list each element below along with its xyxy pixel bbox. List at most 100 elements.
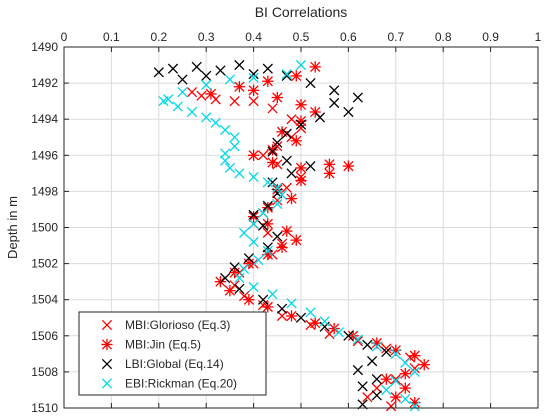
- data-series-layer: [153, 59, 430, 412]
- data-point: [267, 289, 278, 300]
- legend-label: LBI:Global (Eq.14): [125, 357, 224, 371]
- legend-label: EBI:Rickman (Eq.20): [125, 377, 237, 391]
- data-point: [281, 128, 292, 139]
- data-point: [357, 381, 368, 392]
- data-point: [290, 70, 302, 82]
- data-point: [215, 65, 226, 76]
- y-tick-label: 1496: [31, 148, 58, 162]
- data-point: [234, 168, 245, 179]
- data-point: [281, 182, 292, 193]
- data-point: [201, 79, 212, 91]
- data-point: [366, 355, 378, 367]
- data-point: [295, 59, 307, 71]
- data-point: [352, 364, 363, 376]
- data-point: [266, 144, 279, 156]
- y-tick-label: 1498: [31, 184, 58, 198]
- data-point: [305, 77, 316, 89]
- y-tick-label: 1502: [31, 257, 58, 271]
- y-tick-label: 1506: [31, 329, 58, 343]
- chart-title: BI Correlations: [255, 4, 348, 20]
- x-tick-label: 0.7: [387, 30, 404, 44]
- data-point: [262, 301, 274, 313]
- x-tick-label: 0: [61, 30, 68, 44]
- data-point: [267, 103, 278, 114]
- data-point: [186, 87, 198, 98]
- y-tick-label: 1504: [31, 293, 58, 307]
- x-tick-label: 0.1: [103, 30, 120, 44]
- data-point: [272, 137, 283, 148]
- data-point: [224, 74, 236, 85]
- data-point: [239, 227, 250, 239]
- data-point: [343, 330, 354, 341]
- data-point: [409, 363, 420, 374]
- data-point: [257, 294, 269, 305]
- data-point: [248, 236, 259, 248]
- data-point: [281, 225, 293, 237]
- data-point: [390, 375, 401, 387]
- data-point: [271, 91, 283, 104]
- data-point: [177, 74, 188, 85]
- data-point: [239, 290, 250, 302]
- x-tick-label: 0.9: [482, 30, 499, 44]
- data-point: [153, 67, 164, 78]
- x-tick-label: 0.2: [150, 30, 167, 44]
- data-point: [285, 192, 298, 205]
- data-point: [309, 61, 321, 73]
- y-tick-label: 1490: [31, 40, 58, 54]
- data-point: [186, 106, 198, 118]
- data-point: [257, 220, 269, 231]
- data-point: [290, 234, 302, 246]
- legend-marker: [101, 319, 113, 331]
- data-point: [210, 117, 221, 128]
- data-point: [281, 70, 292, 81]
- data-point: [352, 92, 363, 103]
- data-point: [371, 390, 382, 401]
- data-point: [385, 401, 397, 412]
- data-point: [362, 339, 373, 350]
- data-point: [243, 294, 255, 306]
- data-point: [163, 94, 174, 105]
- data-point: [399, 382, 411, 394]
- data-point: [276, 310, 288, 322]
- data-point: [285, 310, 298, 322]
- data-point: [295, 312, 307, 323]
- data-point: [371, 341, 382, 352]
- data-point: [229, 96, 240, 107]
- y-tick-label: 1510: [31, 401, 58, 415]
- data-point: [329, 85, 340, 96]
- data-point: [201, 112, 212, 123]
- data-point: [276, 126, 288, 138]
- data-point: [409, 366, 420, 378]
- data-point: [266, 156, 279, 169]
- data-point: [243, 253, 254, 264]
- axis-ticks: 0 0.1 0.2 0.3 0.4 0.5 0.6 0.7 0.8 0.9 1 1490 1492 149…: [31, 30, 541, 415]
- data-point: [276, 303, 288, 314]
- data-point: [220, 155, 231, 166]
- data-point: [248, 68, 259, 80]
- data-point: [220, 124, 231, 136]
- data-point: [167, 63, 179, 74]
- legend: MBI:Glorioso (Eq.3) MBI:Jin (Eq.5) LBI:Glo…: [78, 311, 267, 396]
- data-point: [305, 161, 316, 172]
- data-point: [262, 177, 273, 188]
- legend-label: MBI:Glorioso (Eq.3): [125, 318, 230, 332]
- data-point: [229, 141, 240, 152]
- data-point: [191, 61, 202, 72]
- data-point: [248, 96, 259, 107]
- legend-marker: [101, 338, 113, 351]
- data-point: [272, 182, 283, 193]
- data-point: [323, 158, 336, 170]
- data-point: [262, 200, 273, 211]
- data-point: [390, 348, 401, 359]
- data-point: [381, 343, 392, 354]
- data-point: [272, 198, 283, 210]
- data-point: [267, 146, 278, 157]
- data-point: [239, 263, 250, 275]
- data-point: [276, 189, 288, 201]
- data-point: [328, 322, 340, 335]
- data-point: [399, 368, 411, 380]
- data-point: [262, 245, 273, 257]
- data-point: [400, 357, 411, 368]
- data-point: [247, 149, 260, 161]
